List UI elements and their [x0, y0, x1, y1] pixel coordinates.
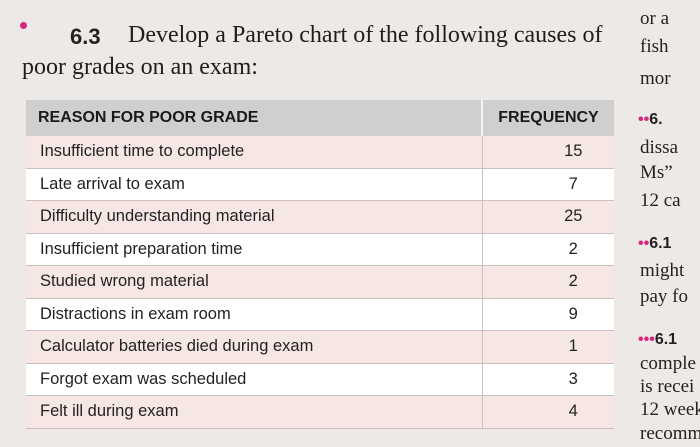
- side-text-line: recomm: [640, 423, 700, 444]
- adjacent-column-clipped: or a fish mor ••6. dissa Ms” 12 ca ••6.1 might pa…: [636, 0, 700, 447]
- frequency-cell: 4: [482, 395, 614, 429]
- side-problem-number: 6.1: [649, 235, 672, 252]
- reason-cell: Difficulty understanding material: [26, 200, 483, 234]
- side-problem-number: 6.: [649, 111, 663, 128]
- frequency-cell: 25: [482, 200, 614, 234]
- reason-cell: Insufficient preparation time: [26, 233, 483, 266]
- reason-cell: Insufficient time to complete: [26, 136, 483, 169]
- frequency-cell: 1: [482, 330, 614, 364]
- frequency-cell: 9: [482, 298, 614, 331]
- problem-text-line-2: poor grades on an exam:: [22, 54, 258, 80]
- side-text-line: fish: [640, 36, 669, 57]
- table-row: Felt ill during exam 4: [26, 395, 614, 429]
- header-frequency: FREQUENCY: [482, 100, 614, 136]
- reason-cell: Studied wrong material: [26, 265, 483, 299]
- side-text-line: dissa: [640, 137, 678, 158]
- bullet-dots-icon: ••: [638, 235, 650, 252]
- side-text-line: is recei: [640, 376, 695, 397]
- frequency-cell: 2: [482, 233, 614, 266]
- reason-cell: Distractions in exam room: [26, 298, 483, 331]
- frequency-cell: 7: [482, 168, 614, 201]
- side-text-line: 12 week: [640, 399, 700, 420]
- side-text-line: might: [640, 260, 685, 281]
- frequency-cell: 3: [482, 363, 614, 396]
- reason-cell: Felt ill during exam: [26, 395, 483, 429]
- side-text-line: comple: [640, 353, 696, 374]
- side-text-line: pay fo: [640, 286, 689, 307]
- side-text-line: ••6.1: [638, 232, 671, 254]
- frequency-cell: 2: [482, 265, 614, 299]
- table-row: Insufficient preparation time 2: [26, 233, 614, 266]
- bullet-dots-icon: •••: [638, 331, 655, 348]
- side-text-line: mor: [640, 68, 671, 89]
- table-row: Calculator batteries died during exam 1: [26, 330, 614, 364]
- side-problem-number: 6.1: [654, 331, 678, 348]
- frequency-cell: 15: [482, 136, 614, 169]
- problem-text-line-1: Develop a Pareto chart of the following …: [128, 22, 603, 48]
- table-row: Difficulty understanding material 25: [26, 200, 614, 234]
- side-text-line: ••6.: [638, 108, 663, 130]
- problem-number: 6.3: [70, 24, 101, 49]
- reason-cell: Late arrival to exam: [26, 168, 483, 201]
- side-text-line: or a: [640, 8, 670, 29]
- table-header-row: REASON FOR POOR GRADE FREQUENCY: [26, 100, 614, 136]
- side-text-line: 12 ca: [640, 190, 681, 211]
- side-text-line: •••6.1: [638, 328, 677, 350]
- table-row: Distractions in exam room 9: [26, 298, 614, 331]
- bullet-dots-icon: ••: [638, 111, 650, 128]
- reason-cell: Calculator batteries died during exam: [26, 330, 483, 364]
- side-text-line: Ms”: [640, 162, 673, 183]
- header-reason: REASON FOR POOR GRADE: [26, 100, 483, 136]
- table-row: Forgot exam was scheduled 3: [26, 363, 614, 396]
- table-row: Insufficient time to complete 15: [26, 136, 614, 169]
- causes-table: REASON FOR POOR GRADE FREQUENCY Insuffic…: [26, 100, 614, 429]
- reason-cell: Forgot exam was scheduled: [26, 363, 483, 396]
- table-row: Late arrival to exam 7: [26, 168, 614, 201]
- table-row: Studied wrong material 2: [26, 265, 614, 299]
- bullet-dot-icon: [20, 22, 27, 29]
